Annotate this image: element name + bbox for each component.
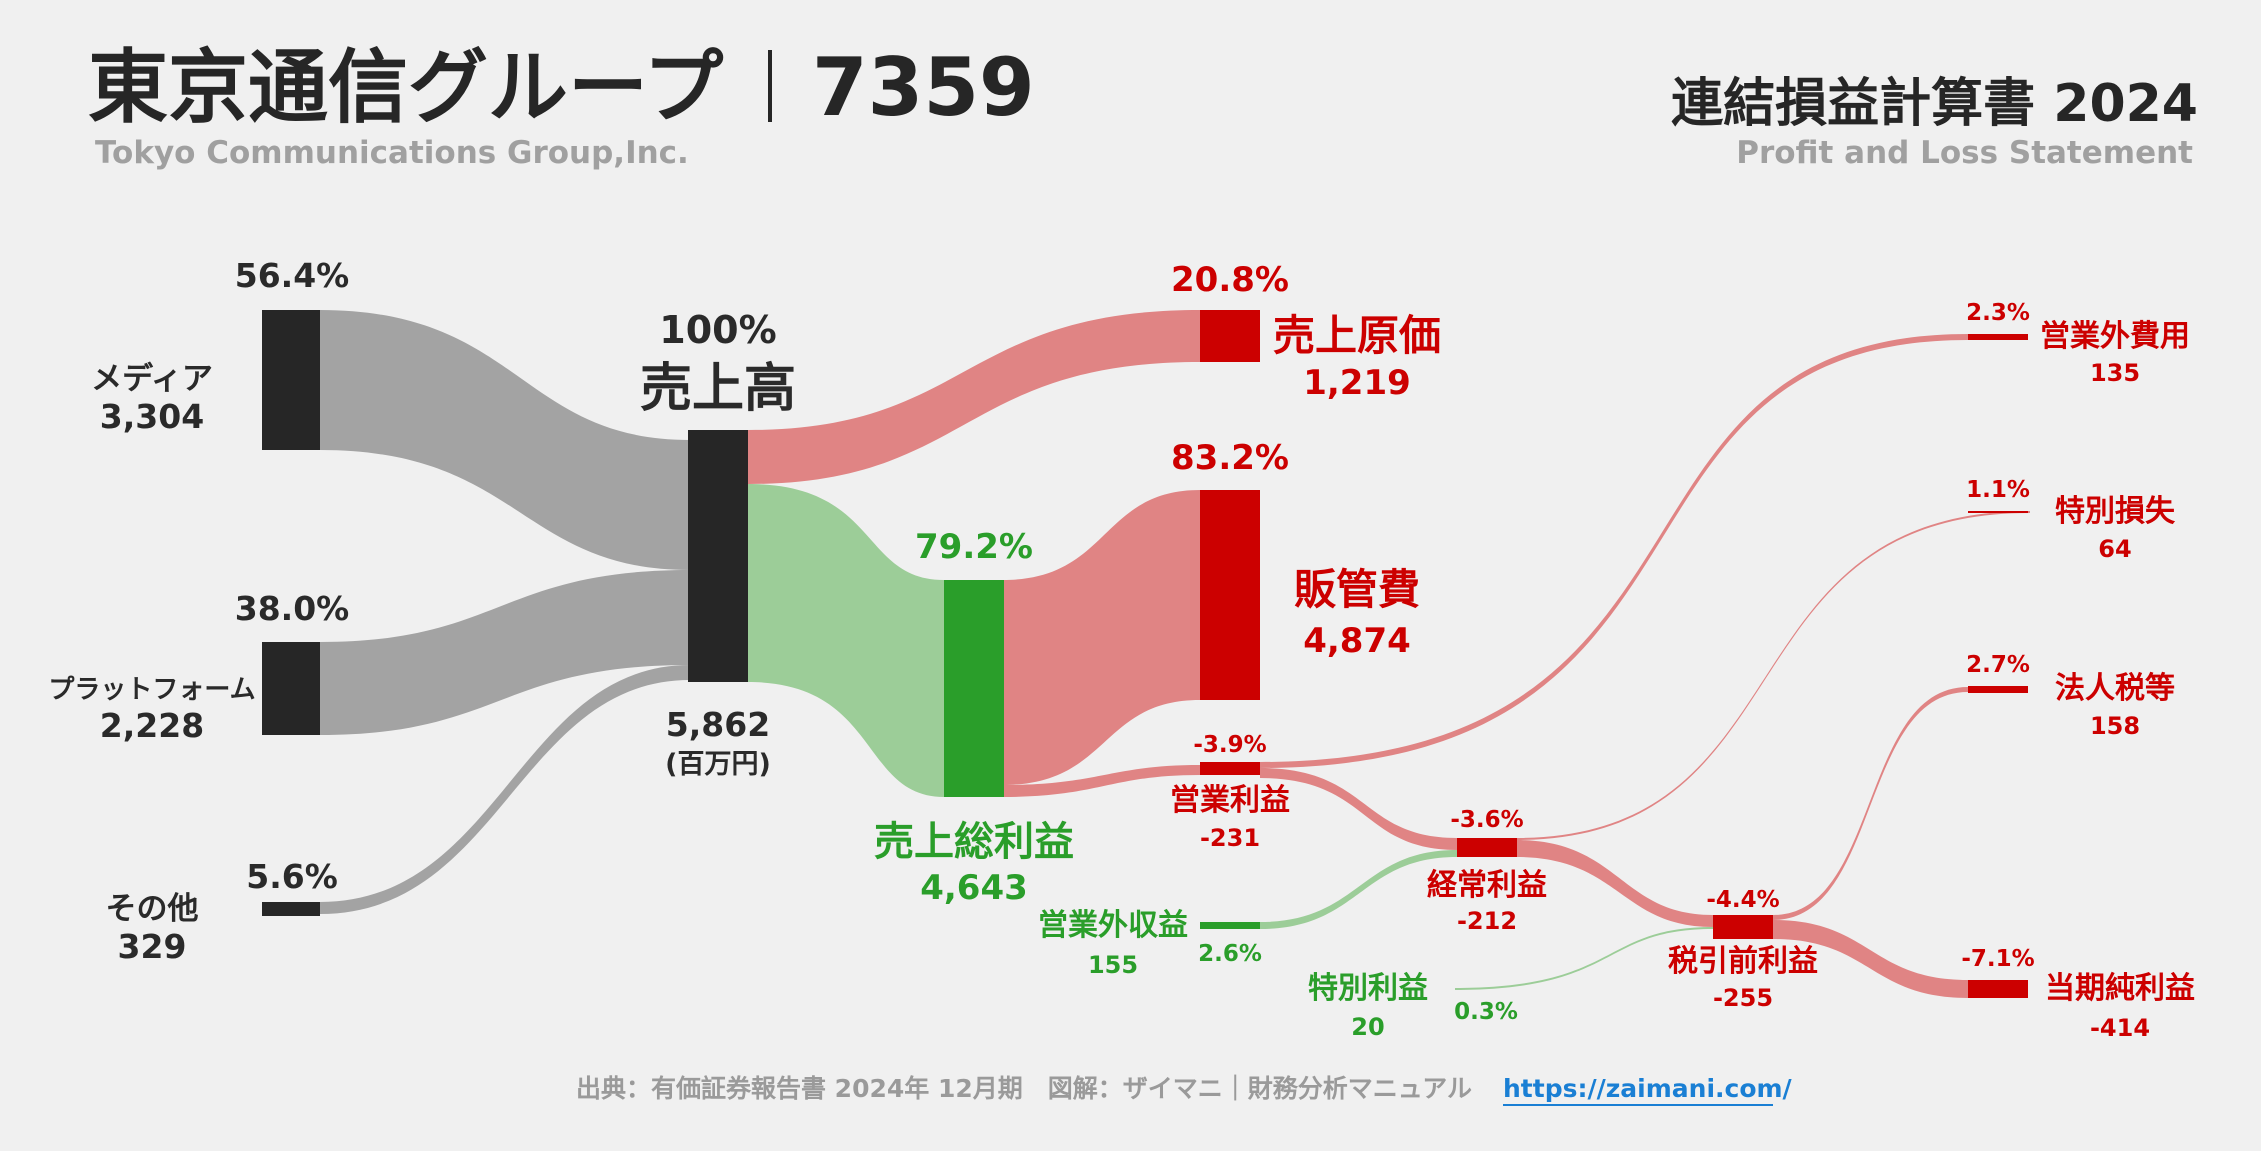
site-link[interactable]: https://zaimani.com/ <box>1503 1074 1793 1103</box>
value-op: -231 <box>1200 824 1260 852</box>
value-extloss: 64 <box>2098 535 2131 563</box>
flow-ordinary-pretax <box>1516 840 1713 927</box>
source-credit: 出典：有価証券報告書 2024年 12月期 図解：ザイマニ｜財務分析マニュアル <box>576 1074 1472 1103</box>
unit-label: (百万円) <box>665 749 771 780</box>
footer: 出典：有価証券報告書 2024年 12月期 図解：ザイマニ｜財務分析マニュアル … <box>576 1074 1793 1106</box>
flows <box>320 310 2030 998</box>
company-english: Tokyo Communications Group,Inc. <box>95 135 689 171</box>
node-gross <box>944 580 1004 797</box>
value-nonopinc: 155 <box>1088 951 1138 979</box>
flow-pretax-tax <box>1773 687 1968 920</box>
flow-gross-op <box>1003 765 1200 797</box>
value-nonopexp: 135 <box>2090 359 2140 387</box>
pct-platform: 38.0% <box>235 589 350 628</box>
company-title: 東京通信グループ <box>88 41 723 134</box>
flow-platform-revenue <box>320 570 690 735</box>
value-media: 3,304 <box>100 397 204 436</box>
value-gross: 4,643 <box>920 868 1028 908</box>
flow-nonopinc-ordinary <box>1260 850 1457 929</box>
flow-op-ordinary <box>1260 768 1457 850</box>
node-op <box>1200 762 1260 775</box>
pct-net: -7.1% <box>1961 946 2034 972</box>
flow-revenue-gross <box>748 484 944 797</box>
name-pretax: 税引前利益 <box>1668 944 1818 979</box>
value-pretax: -255 <box>1713 984 1773 1012</box>
node-media <box>262 310 320 450</box>
flow-revenue-cogs <box>748 310 1200 484</box>
node-pretax <box>1713 915 1773 939</box>
value-extgain: 20 <box>1351 1013 1384 1041</box>
node-cogs <box>1200 310 1260 362</box>
name-gross: 売上総利益 <box>874 819 1074 865</box>
name-net: 当期純利益 <box>2045 971 2195 1006</box>
name-nonopinc: 営業外収益 <box>1038 908 1188 943</box>
pct-nonopinc: 2.6% <box>1198 941 1262 967</box>
nodes <box>262 310 2028 998</box>
value-platform: 2,228 <box>100 706 204 745</box>
site-link-underline <box>1503 1104 1773 1106</box>
name-ordinary: 経常利益 <box>1427 868 1547 903</box>
node-net <box>1968 980 2028 998</box>
flow-pretax-net <box>1773 920 1968 998</box>
name-tax: 法人税等 <box>2055 671 2175 706</box>
pct-op: -3.9% <box>1193 732 1266 758</box>
pct-gross: 79.2% <box>915 527 1033 567</box>
node-tax <box>1968 686 2028 693</box>
node-other <box>262 902 320 916</box>
labels: 56.4% メディア 3,304 38.0% プラットフォーム 2,228 5.… <box>48 256 2195 1042</box>
pct-pretax: -4.4% <box>1706 887 1779 913</box>
value-other: 329 <box>118 927 187 966</box>
name-extgain: 特別利益 <box>1308 971 1428 1006</box>
pct-extgain: 0.3% <box>1454 999 1518 1025</box>
name-other: その他 <box>106 891 199 927</box>
name-extloss: 特別損失 <box>2055 494 2176 529</box>
pct-ordinary: -3.6% <box>1450 807 1523 833</box>
value-net: -414 <box>2090 1014 2150 1042</box>
pct-sga: 83.2% <box>1171 438 1289 478</box>
statement-english: Profit and Loss Statement <box>1736 135 2193 171</box>
ticker-code: 7359 <box>812 41 1035 134</box>
flow-ordinary-extloss <box>1516 511 2030 840</box>
flow-gross-sga <box>1003 490 1200 785</box>
pct-cogs: 20.8% <box>1171 260 1289 300</box>
node-ordinary <box>1457 838 1517 857</box>
node-nonopinc <box>1200 922 1260 929</box>
name-sga: 販管費 <box>1294 565 1420 614</box>
pct-other: 5.6% <box>246 857 338 896</box>
value-revenue: 5,862 <box>666 705 770 744</box>
header: 東京通信グループ 7359 Tokyo Communications Group… <box>88 41 2198 171</box>
pct-media: 56.4% <box>235 256 350 295</box>
flow-media-revenue <box>320 310 690 570</box>
flow-other-revenue <box>320 665 690 914</box>
name-revenue: 売上高 <box>640 359 796 419</box>
name-platform: プラットフォーム <box>48 675 255 705</box>
node-platform <box>262 642 320 735</box>
pct-nonopexp: 2.3% <box>1966 300 2030 326</box>
value-sga: 4,874 <box>1303 621 1411 661</box>
node-sga <box>1200 490 1260 700</box>
pct-tax: 2.7% <box>1966 652 2030 678</box>
name-media: メディア <box>91 361 213 397</box>
value-ordinary: -212 <box>1457 907 1517 935</box>
pct-revenue: 100% <box>659 308 776 352</box>
name-nonopexp: 営業外費用 <box>2040 319 2190 354</box>
title-divider <box>768 50 772 122</box>
value-tax: 158 <box>2090 712 2140 740</box>
node-extloss <box>1968 511 2028 513</box>
node-nonopexp <box>1968 334 2028 340</box>
node-revenue <box>688 430 748 682</box>
pct-extloss: 1.1% <box>1966 477 2030 503</box>
name-op: 営業利益 <box>1170 783 1290 818</box>
name-cogs: 売上原価 <box>1273 311 1441 360</box>
value-cogs: 1,219 <box>1303 363 1411 403</box>
statement-title: 連結損益計算書 2024 <box>1671 74 2198 134</box>
